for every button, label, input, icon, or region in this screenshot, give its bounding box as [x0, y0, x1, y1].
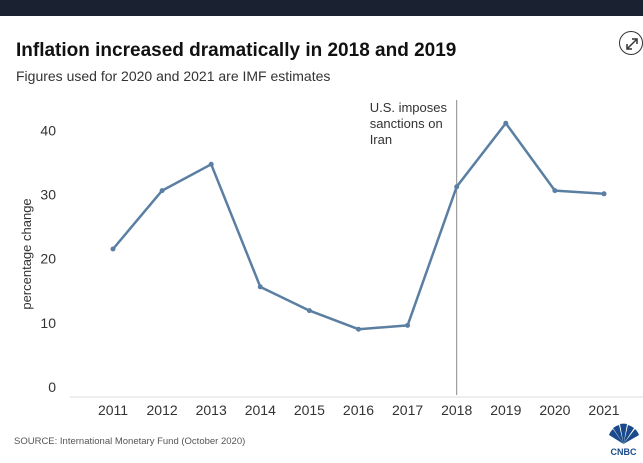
cnbc-peacock-icon: CNBC [609, 423, 639, 457]
data-point [503, 120, 509, 126]
expand-button[interactable] [619, 31, 643, 55]
x-tick-label: 2021 [588, 402, 619, 418]
data-point [208, 161, 214, 167]
y-axis-label: percentage change [19, 198, 34, 309]
x-tick-label: 2011 [98, 402, 128, 418]
x-tick-label: 2014 [245, 402, 276, 418]
data-point [159, 188, 165, 194]
top-bar [0, 0, 643, 16]
data-point [601, 191, 607, 197]
x-tick-label: 2013 [196, 402, 227, 418]
data-point [257, 284, 263, 290]
y-tick-label: 10 [40, 315, 56, 331]
x-tick-label: 2018 [441, 402, 472, 418]
x-tick-label: 2012 [147, 402, 178, 418]
annotation-text: Iran [370, 132, 392, 147]
x-tick-label: 2016 [343, 402, 374, 418]
chart-subtitle: Figures used for 2020 and 2021 are IMF e… [16, 68, 331, 84]
data-point [552, 188, 558, 194]
annotation-text: U.S. imposes [370, 100, 448, 115]
x-tick-label: 2017 [392, 402, 423, 418]
cnbc-logo: CNBC [604, 422, 643, 458]
data-point [306, 308, 312, 314]
y-tick-label: 0 [48, 379, 56, 395]
y-tick-label: 40 [40, 122, 56, 138]
x-tick-label: 2019 [490, 402, 521, 418]
annotation-text: sanctions on [370, 116, 443, 131]
series-line [111, 121, 606, 331]
data-point [356, 326, 361, 332]
chart-title: Inflation increased dramatically in 2018… [16, 40, 457, 61]
source-note: SOURCE: International Monetary Fund (Oct… [14, 436, 246, 447]
x-tick-label: 2015 [294, 402, 325, 418]
data-point [454, 184, 460, 190]
expand-arrows-icon [626, 38, 638, 50]
line-chart: percentage change 0 10 20 30 40 2011 2012 2013 20… [19, 100, 643, 418]
y-tick-label: 20 [40, 251, 56, 267]
y-tick-label: 30 [40, 186, 56, 202]
data-point [110, 246, 116, 252]
data-point [405, 322, 411, 328]
logo-text: CNBC [611, 447, 637, 457]
x-tick-label: 2020 [539, 402, 570, 418]
